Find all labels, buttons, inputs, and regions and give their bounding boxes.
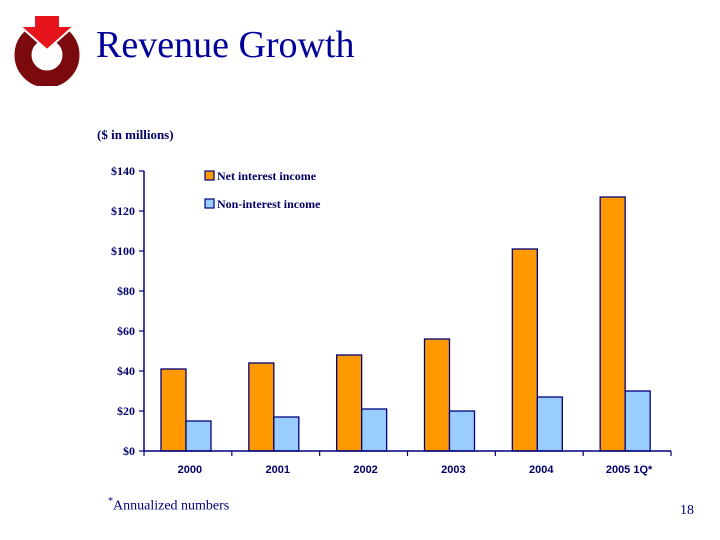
x-category-label: 2005 1Q*: [606, 464, 653, 476]
bar-non-interest-2000: [185, 420, 212, 452]
page-number: 18: [680, 503, 694, 518]
bar-non-interest-2002: [361, 408, 388, 452]
legend-label-net-interest: Net interest income: [217, 169, 317, 183]
y-tick-label: $100: [111, 244, 135, 258]
bar-net-interest-2002: [336, 354, 363, 452]
x-category-label: 2002: [353, 464, 377, 476]
bar-non-interest-2003: [448, 410, 476, 452]
y-tick-label: $20: [117, 404, 135, 418]
bar-net-interest-20051Q: [599, 196, 626, 452]
footnote-text: Annualized numbers: [113, 498, 230, 514]
y-tick-label: $40: [117, 364, 135, 378]
y-tick-label: $140: [111, 164, 135, 178]
x-category-label: 2004: [529, 464, 554, 476]
units-note: ($ in millions): [97, 127, 174, 142]
y-tick-label: $0: [123, 444, 135, 458]
legend-swatch-net-interest: [204, 170, 215, 181]
y-tick-label: $60: [117, 324, 135, 338]
bar-non-interest-20051Q: [624, 390, 651, 452]
bar-net-interest-2003: [423, 338, 451, 452]
bar-non-interest-2004: [536, 396, 563, 452]
x-category-label: 2001: [266, 464, 290, 476]
bar-net-interest-2004: [511, 248, 538, 452]
bar-net-interest-2000: [160, 368, 187, 452]
logo-arrow: [17, 14, 77, 52]
company-logo-icon: [14, 14, 80, 86]
bar-net-interest-2001: [248, 362, 275, 452]
footnote-marker: *: [108, 496, 113, 507]
slide-title: Revenue Growth: [96, 24, 355, 66]
legend-label-non-interest: Non-interest income: [217, 197, 321, 211]
y-tick-label: $120: [111, 204, 135, 218]
y-tick-label: $80: [117, 284, 135, 298]
x-category-label: 2003: [441, 464, 465, 476]
legend-swatch-non-interest: [204, 198, 215, 209]
footnote: *Annualized numbers: [108, 496, 229, 515]
x-category-label: 2000: [178, 464, 202, 476]
bar-non-interest-2001: [273, 416, 300, 452]
